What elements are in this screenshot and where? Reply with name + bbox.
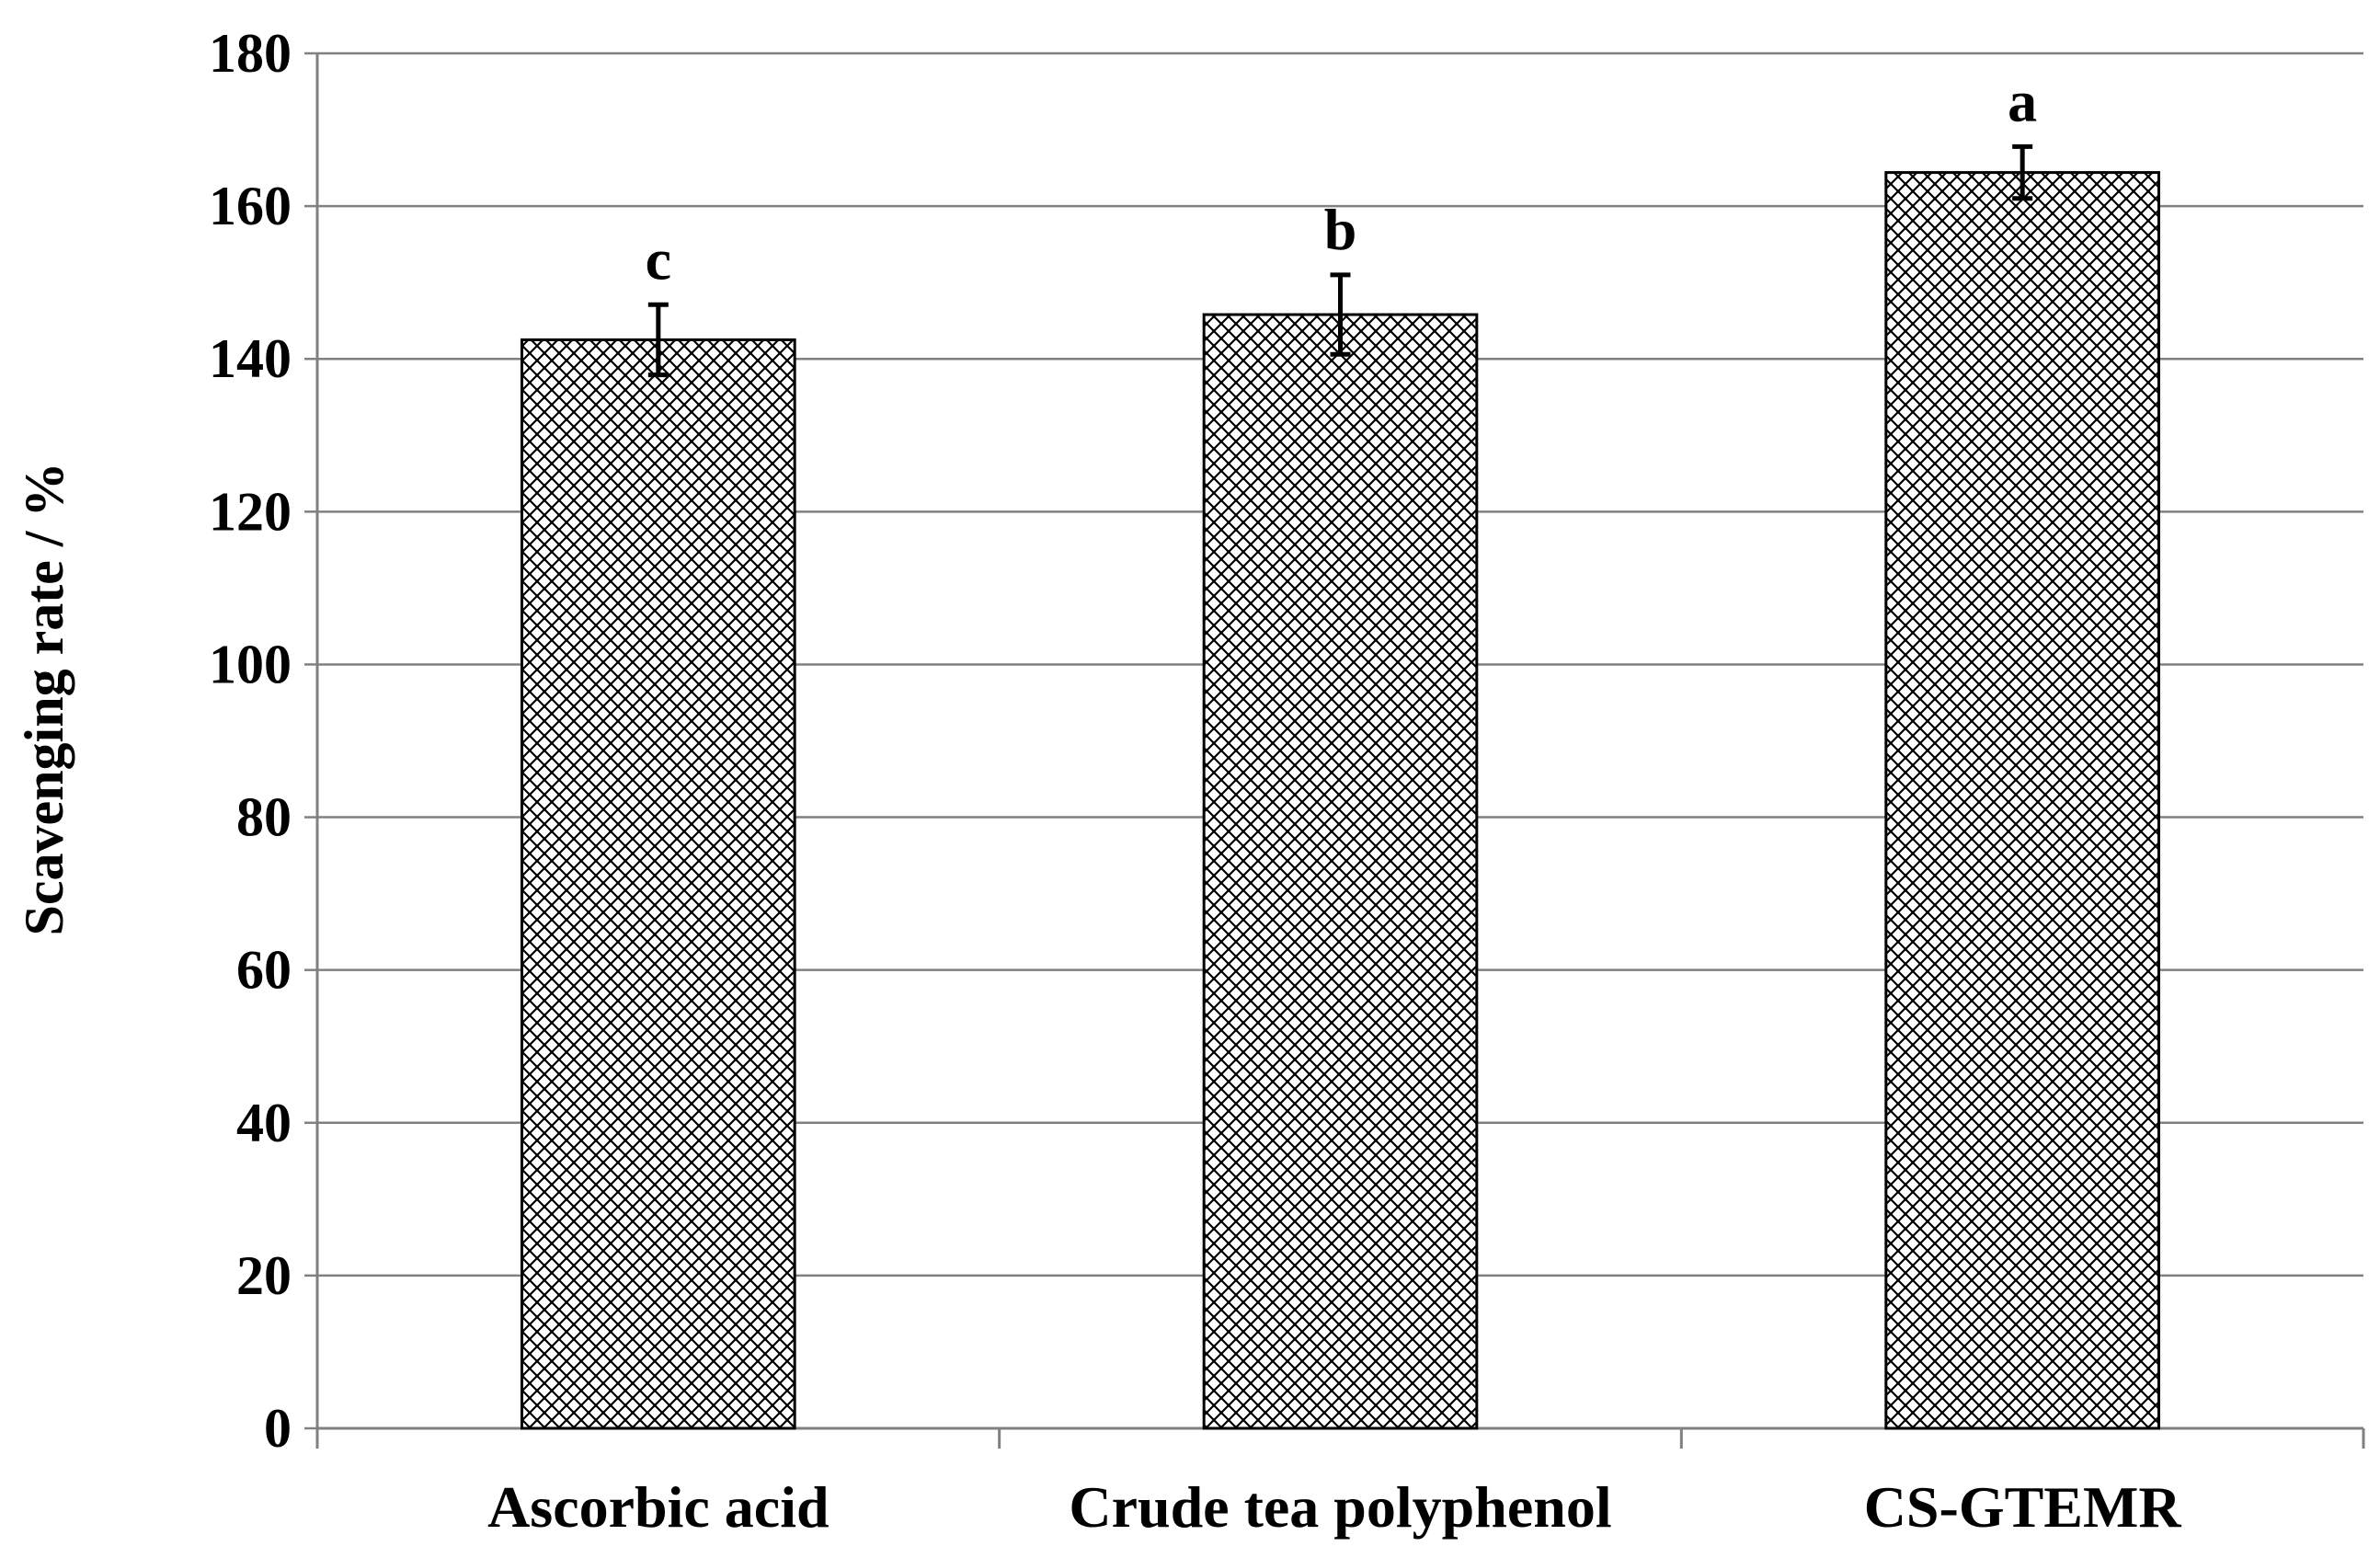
x-tick-label: CS-GTEMR <box>1864 1474 2182 1540</box>
y-tick-label: 140 <box>209 328 292 389</box>
y-tick-label: 160 <box>209 176 292 236</box>
y-tick-label: 100 <box>209 634 292 694</box>
bar <box>1884 171 2160 1430</box>
bar <box>1202 313 1479 1430</box>
y-tick-label: 80 <box>236 787 292 848</box>
y-tick-label: 20 <box>236 1245 292 1306</box>
bar <box>521 338 796 1430</box>
x-tick-label: Ascorbic acid <box>487 1474 830 1540</box>
labels: 0 20 40 60 80 100 120 140 160 180 c Ascorbic acid b C… <box>209 23 2181 1540</box>
y-tick-label: 60 <box>236 940 292 1001</box>
x-tick-label: Crude tea polyphenol <box>1069 1474 1611 1540</box>
significance-label: c <box>646 226 671 292</box>
y-tick-label: 0 <box>264 1398 292 1459</box>
y-tick-label: 120 <box>209 481 292 542</box>
y-axis-title: Scavenging rate / % <box>14 463 74 936</box>
significance-label: b <box>1324 197 1357 262</box>
y-tick-label: 40 <box>236 1093 292 1153</box>
bars <box>521 171 2160 1430</box>
error-bars <box>647 143 2033 378</box>
y-tick-label: 180 <box>209 23 292 84</box>
significance-label: a <box>2008 68 2037 133</box>
